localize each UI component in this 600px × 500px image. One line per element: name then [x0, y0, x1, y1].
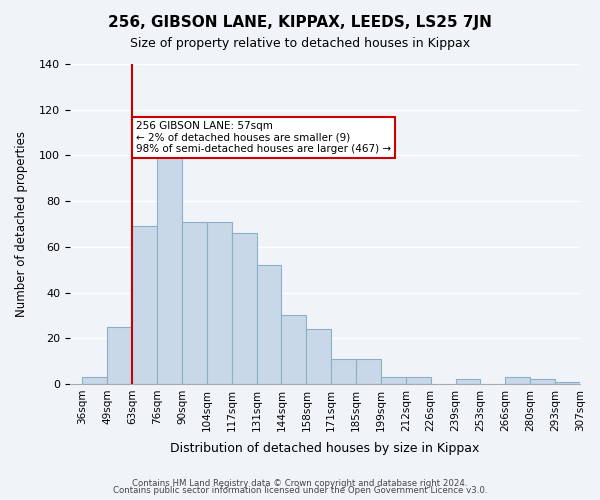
Bar	[530, 380, 555, 384]
Bar	[555, 382, 580, 384]
Bar	[82, 377, 107, 384]
Bar	[307, 329, 331, 384]
Bar	[257, 265, 281, 384]
Bar	[232, 233, 257, 384]
Bar	[331, 359, 356, 384]
Bar	[132, 226, 157, 384]
Text: Size of property relative to detached houses in Kippax: Size of property relative to detached ho…	[130, 38, 470, 51]
Bar	[505, 377, 530, 384]
Y-axis label: Number of detached properties: Number of detached properties	[15, 131, 28, 317]
Bar	[455, 380, 481, 384]
Bar	[207, 222, 232, 384]
Bar	[107, 327, 132, 384]
Text: 256 GIBSON LANE: 57sqm
← 2% of detached houses are smaller (9)
98% of semi-detac: 256 GIBSON LANE: 57sqm ← 2% of detached …	[136, 121, 391, 154]
Text: Contains HM Land Registry data © Crown copyright and database right 2024.: Contains HM Land Registry data © Crown c…	[132, 478, 468, 488]
Bar	[182, 222, 207, 384]
Bar	[406, 377, 431, 384]
Bar	[356, 359, 381, 384]
Text: Contains public sector information licensed under the Open Government Licence v3: Contains public sector information licen…	[113, 486, 487, 495]
Bar	[281, 316, 307, 384]
Text: 256, GIBSON LANE, KIPPAX, LEEDS, LS25 7JN: 256, GIBSON LANE, KIPPAX, LEEDS, LS25 7J…	[108, 15, 492, 30]
Bar	[381, 377, 406, 384]
X-axis label: Distribution of detached houses by size in Kippax: Distribution of detached houses by size …	[170, 442, 479, 455]
Bar	[157, 135, 182, 384]
